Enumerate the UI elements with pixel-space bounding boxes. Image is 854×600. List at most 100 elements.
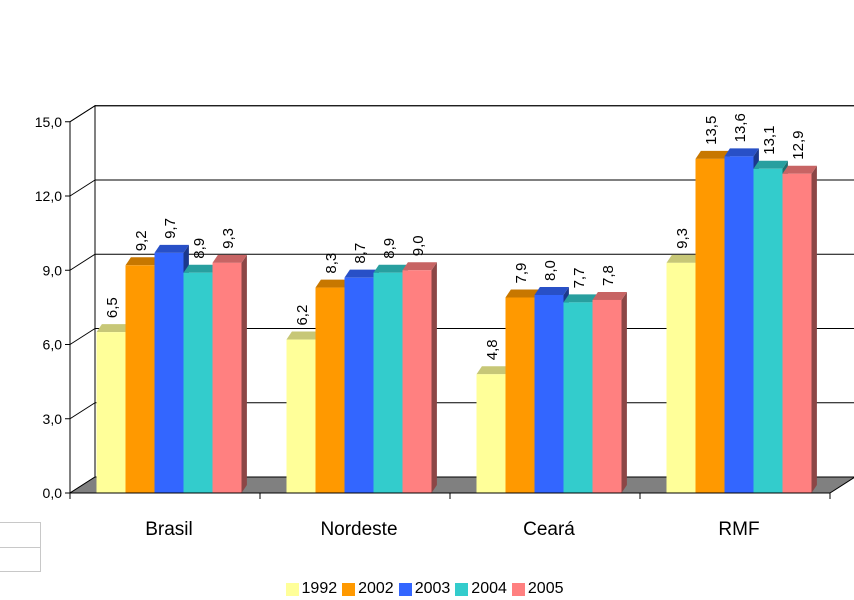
bar-front — [183, 272, 213, 493]
bar-front — [96, 332, 126, 493]
partial-table-fragment — [0, 522, 41, 572]
bar-front — [402, 270, 432, 493]
bar-front — [592, 299, 622, 493]
bar-top — [96, 324, 131, 333]
bar-2005-Nordeste — [402, 262, 437, 493]
data-label: 13,6 — [732, 113, 749, 142]
data-label: 9,3 — [220, 228, 237, 249]
legend-swatch — [398, 582, 412, 596]
bar-front — [373, 272, 403, 493]
legend-item-2003: 2003 — [398, 580, 451, 598]
x-category-labels: Brasil Nordeste Ceará RMF — [145, 519, 759, 540]
bar-side — [811, 165, 817, 493]
bar-side — [241, 254, 247, 493]
data-label: 8,7 — [352, 243, 369, 264]
gridline-side — [69, 328, 96, 345]
bar-side — [621, 291, 627, 493]
bar-top — [724, 148, 759, 157]
data-label: 9,3 — [674, 228, 691, 249]
legend-label: 2002 — [358, 580, 394, 597]
data-label: 8,9 — [381, 238, 398, 259]
y-tick-labels: 0,0 3,0 6,0 9,0 12,0 15,0 — [35, 114, 62, 501]
bar-front — [315, 287, 345, 493]
bar-top — [315, 279, 350, 288]
bar-front — [505, 297, 535, 493]
data-label: 8,3 — [323, 253, 340, 274]
data-label: 8,0 — [542, 260, 559, 281]
axes — [65, 121, 831, 499]
data-labels: 6,5 9,2 9,7 8,9 9,3 6,2 8,3 8,7 8,9 9,0 4,8 7,9 8,0 7… — [104, 113, 807, 360]
data-label: 7,9 — [513, 263, 530, 284]
legend: 1992 2002 2003 2004 2005 — [0, 579, 854, 599]
bar-top — [563, 294, 598, 303]
x-category-label: Ceará — [523, 519, 575, 540]
bar-2005-Brasil — [212, 254, 247, 493]
y-tick-label: 6,0 — [43, 337, 63, 353]
bar-top — [183, 264, 218, 273]
gridline-side — [69, 402, 96, 420]
gridline-side — [69, 179, 96, 197]
legend-item-1992: 1992 — [285, 580, 338, 598]
bar-top — [402, 262, 437, 271]
bar-top — [592, 291, 627, 300]
data-label: 9,7 — [162, 218, 179, 239]
bar-front — [753, 168, 783, 493]
legend-item-2005: 2005 — [511, 580, 564, 598]
legend-label: 2004 — [471, 580, 507, 597]
y-tick-label: 0,0 — [43, 485, 63, 501]
legend-item-2002: 2002 — [342, 580, 394, 598]
gridline-side — [69, 105, 96, 123]
legend-label: 2003 — [414, 580, 451, 597]
y-tick-label: 9,0 — [43, 262, 63, 278]
x-category-label: RMF — [718, 519, 759, 540]
bar-top — [154, 244, 189, 253]
bar-side — [431, 262, 437, 493]
bar-top — [782, 165, 817, 174]
side-wall — [69, 104, 96, 494]
bar-front — [286, 339, 316, 493]
legend-swatch — [342, 582, 356, 596]
bars — [96, 148, 817, 493]
gridline-side — [69, 253, 96, 271]
bar-front — [534, 295, 564, 493]
bar-top — [476, 366, 511, 375]
bar-top — [695, 150, 730, 159]
bar-top — [344, 269, 379, 278]
bar-top — [505, 289, 540, 298]
x-category-label: Brasil — [145, 519, 193, 540]
y-tick-label: 12,0 — [35, 188, 62, 204]
bar-front — [476, 374, 506, 493]
bar-front — [344, 277, 374, 493]
legend-label: 1992 — [301, 580, 338, 597]
x-category-label: Nordeste — [320, 519, 397, 540]
data-label: 9,2 — [133, 230, 150, 251]
y-tick-label: 15,0 — [35, 114, 62, 130]
bar-top — [125, 257, 160, 266]
bar-front — [695, 158, 725, 493]
data-label: 6,2 — [294, 305, 311, 326]
legend-item-2004: 2004 — [455, 580, 507, 598]
legend-swatch — [455, 582, 469, 596]
data-label: 8,9 — [191, 238, 208, 259]
bar-front — [154, 252, 184, 493]
data-label: 7,8 — [600, 265, 617, 286]
bar-top — [373, 264, 408, 273]
bar-top — [286, 331, 321, 340]
legend-label: 2005 — [527, 580, 564, 597]
data-label: 9,0 — [410, 235, 427, 256]
bar-front — [782, 173, 812, 493]
legend-items: 1992 2002 2003 2004 2005 — [285, 580, 569, 598]
y-tick-label: 3,0 — [43, 411, 63, 427]
bar-top — [534, 287, 569, 295]
legend-swatch — [285, 582, 299, 596]
data-label: 7,7 — [571, 268, 588, 289]
bar-front — [724, 156, 754, 493]
bar-front — [563, 302, 593, 493]
bar-front — [212, 262, 242, 493]
bar-2005-RMF — [782, 165, 817, 493]
bar-2005-Ceará — [592, 291, 627, 493]
bar-front — [125, 265, 155, 493]
bar-top — [753, 160, 788, 169]
bar-top — [212, 254, 247, 263]
